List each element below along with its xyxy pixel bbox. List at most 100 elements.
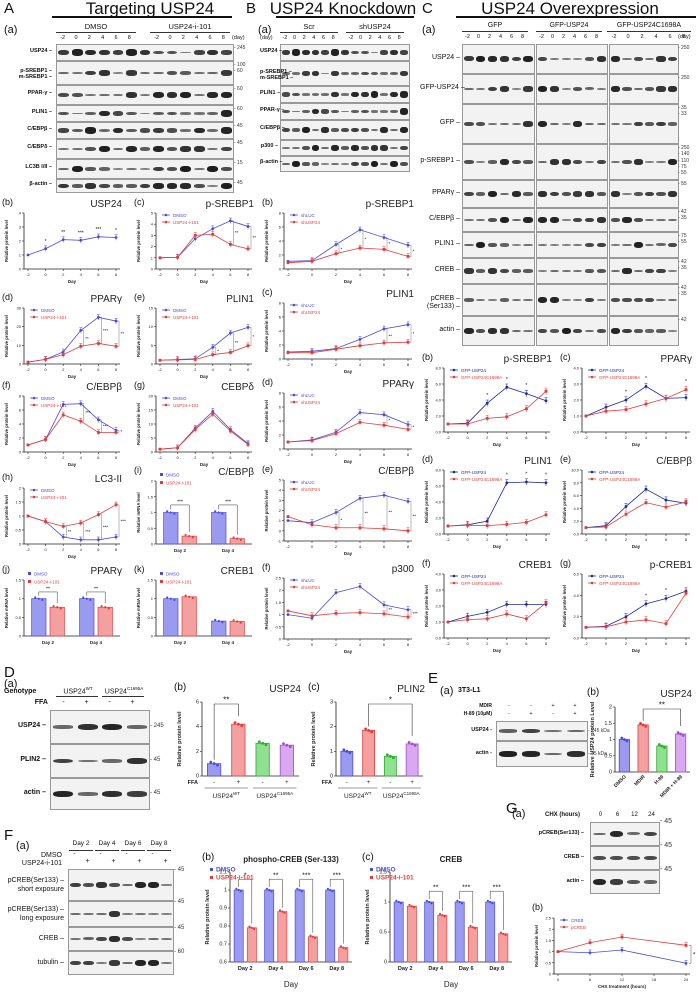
blot-band (370, 145, 379, 151)
blot-band (596, 217, 606, 223)
svg-text:USP24-i-101: USP24-i-101 (41, 315, 67, 320)
blot-band (96, 936, 107, 942)
blot-strip (462, 180, 535, 208)
blot-band (656, 86, 666, 92)
molecular-weight-marker: - 245 (234, 45, 246, 51)
lane-label: 2 (561, 34, 566, 40)
svg-text:2: 2 (335, 272, 338, 277)
blot-band (321, 93, 330, 96)
svg-text:6: 6 (229, 455, 232, 460)
blot-band (112, 111, 124, 116)
blot-band (112, 127, 124, 134)
svg-text:0.0: 0.0 (435, 532, 441, 537)
molecular-weight-marker: - 75 - 55 (678, 233, 687, 246)
group-rule (280, 31, 338, 33)
blot-band (656, 298, 666, 302)
blot-band (139, 128, 151, 133)
blot-band (464, 268, 474, 274)
blot-band (193, 167, 205, 171)
condition-label: H-89 (10μM) (463, 711, 492, 717)
blot-band (633, 121, 643, 127)
lane-label: 2 (181, 34, 185, 41)
chx-lane-label: 24 (648, 812, 655, 818)
svg-text:6: 6 (665, 435, 668, 440)
svg-text:PLIN1: PLIN1 (226, 294, 254, 305)
svg-text:***: *** (493, 885, 501, 892)
svg-text:USP24-i-101: USP24-i-101 (41, 495, 67, 500)
blot-strip (68, 869, 174, 901)
blot-band (291, 146, 300, 150)
blot-band (153, 71, 164, 75)
svg-text:2: 2 (549, 927, 552, 932)
svg-text:2: 2 (19, 436, 22, 441)
dmso-sign: - (99, 851, 102, 857)
blot-row-label: CREB – (563, 854, 584, 860)
blot-row-label: pCREB(Ser133) – long exposure (7, 906, 64, 922)
svg-text:(e): (e) (262, 464, 273, 474)
svg-text:Day: Day (444, 980, 458, 989)
svg-text:DMSO: DMSO (613, 774, 628, 789)
blot-band (148, 937, 159, 941)
lane-label: 4 (378, 34, 382, 41)
blot-strip (462, 284, 535, 316)
svg-text:**: ** (68, 529, 72, 534)
lane-label: 6 (208, 34, 212, 41)
svg-text:**: ** (61, 230, 65, 236)
sub-label-a: (a) (258, 24, 272, 36)
lane-label: 0 (74, 34, 78, 41)
svg-text:MDIR: MDIR (633, 774, 647, 788)
blot-band (549, 86, 560, 92)
svg-text:-: - (346, 780, 348, 786)
svg-text:6: 6 (525, 435, 528, 440)
blot-band (549, 296, 560, 304)
blot-band (511, 159, 521, 165)
blot-band (656, 121, 666, 127)
blot-band (464, 328, 474, 334)
blot-band (166, 183, 178, 189)
svg-text:10: 10 (149, 422, 154, 427)
chart-svg: (i) C/EBPβ 0 0.5 1 1.5 2 Relative mRNA level DMS… (134, 465, 254, 553)
chart-a-e-plin1: (e) PLIN1 0 5 10 15 Relative protein level -2 0 2… (132, 290, 260, 380)
svg-text:0.0: 0.0 (573, 430, 579, 435)
blot-band (390, 146, 399, 150)
chart-svg: (b) USP24 0 0.5 1 1.5 2 Relative USP24 protein … (587, 687, 692, 799)
blot-band (207, 111, 219, 115)
blot-band (85, 147, 97, 151)
blot-band (109, 936, 120, 942)
svg-text:10: 10 (17, 343, 22, 348)
svg-text:USP24-i-101: USP24-i-101 (166, 481, 192, 486)
svg-text:Day 2: Day 2 (398, 966, 413, 972)
blot-band (331, 109, 340, 114)
svg-text:USP24-i-101: USP24-i-101 (41, 403, 67, 408)
blot-band (584, 329, 595, 333)
blot-band (561, 88, 571, 90)
chart-svg: (c) CREB 0 0.5 1 1.5 Relative protein level DMS… (362, 852, 512, 989)
svg-text:5: 5 (151, 211, 154, 216)
blot-row-label: actin – (23, 789, 46, 796)
lane-label: -2 (60, 34, 66, 41)
svg-text:-2: -2 (286, 272, 290, 277)
blot-band (350, 109, 359, 114)
svg-text:0.0: 0.0 (435, 430, 441, 435)
lane-label: 0 (292, 34, 297, 41)
svg-text:4: 4 (279, 329, 282, 334)
svg-text:4.0: 4.0 (435, 398, 441, 403)
blot-band (180, 146, 192, 152)
svg-text:0: 0 (466, 435, 469, 440)
blot-band (370, 91, 379, 98)
blot-band (487, 218, 498, 222)
blot-band (122, 883, 133, 887)
section-letter-c: C (422, 0, 433, 17)
blot-band (476, 269, 486, 273)
svg-text:0: 0 (279, 528, 282, 533)
blot-band (85, 167, 97, 171)
svg-text:+: + (237, 780, 241, 786)
svg-text:0: 0 (549, 972, 552, 977)
blot-band (207, 185, 219, 187)
blot-band (476, 192, 486, 196)
svg-text:4: 4 (212, 367, 215, 372)
svg-text:4: 4 (19, 422, 22, 427)
svg-text:1: 1 (384, 900, 387, 906)
svg-text:GFP-USP24C1698A: GFP-USP24C1698A (599, 477, 640, 482)
blot-band (549, 244, 560, 246)
